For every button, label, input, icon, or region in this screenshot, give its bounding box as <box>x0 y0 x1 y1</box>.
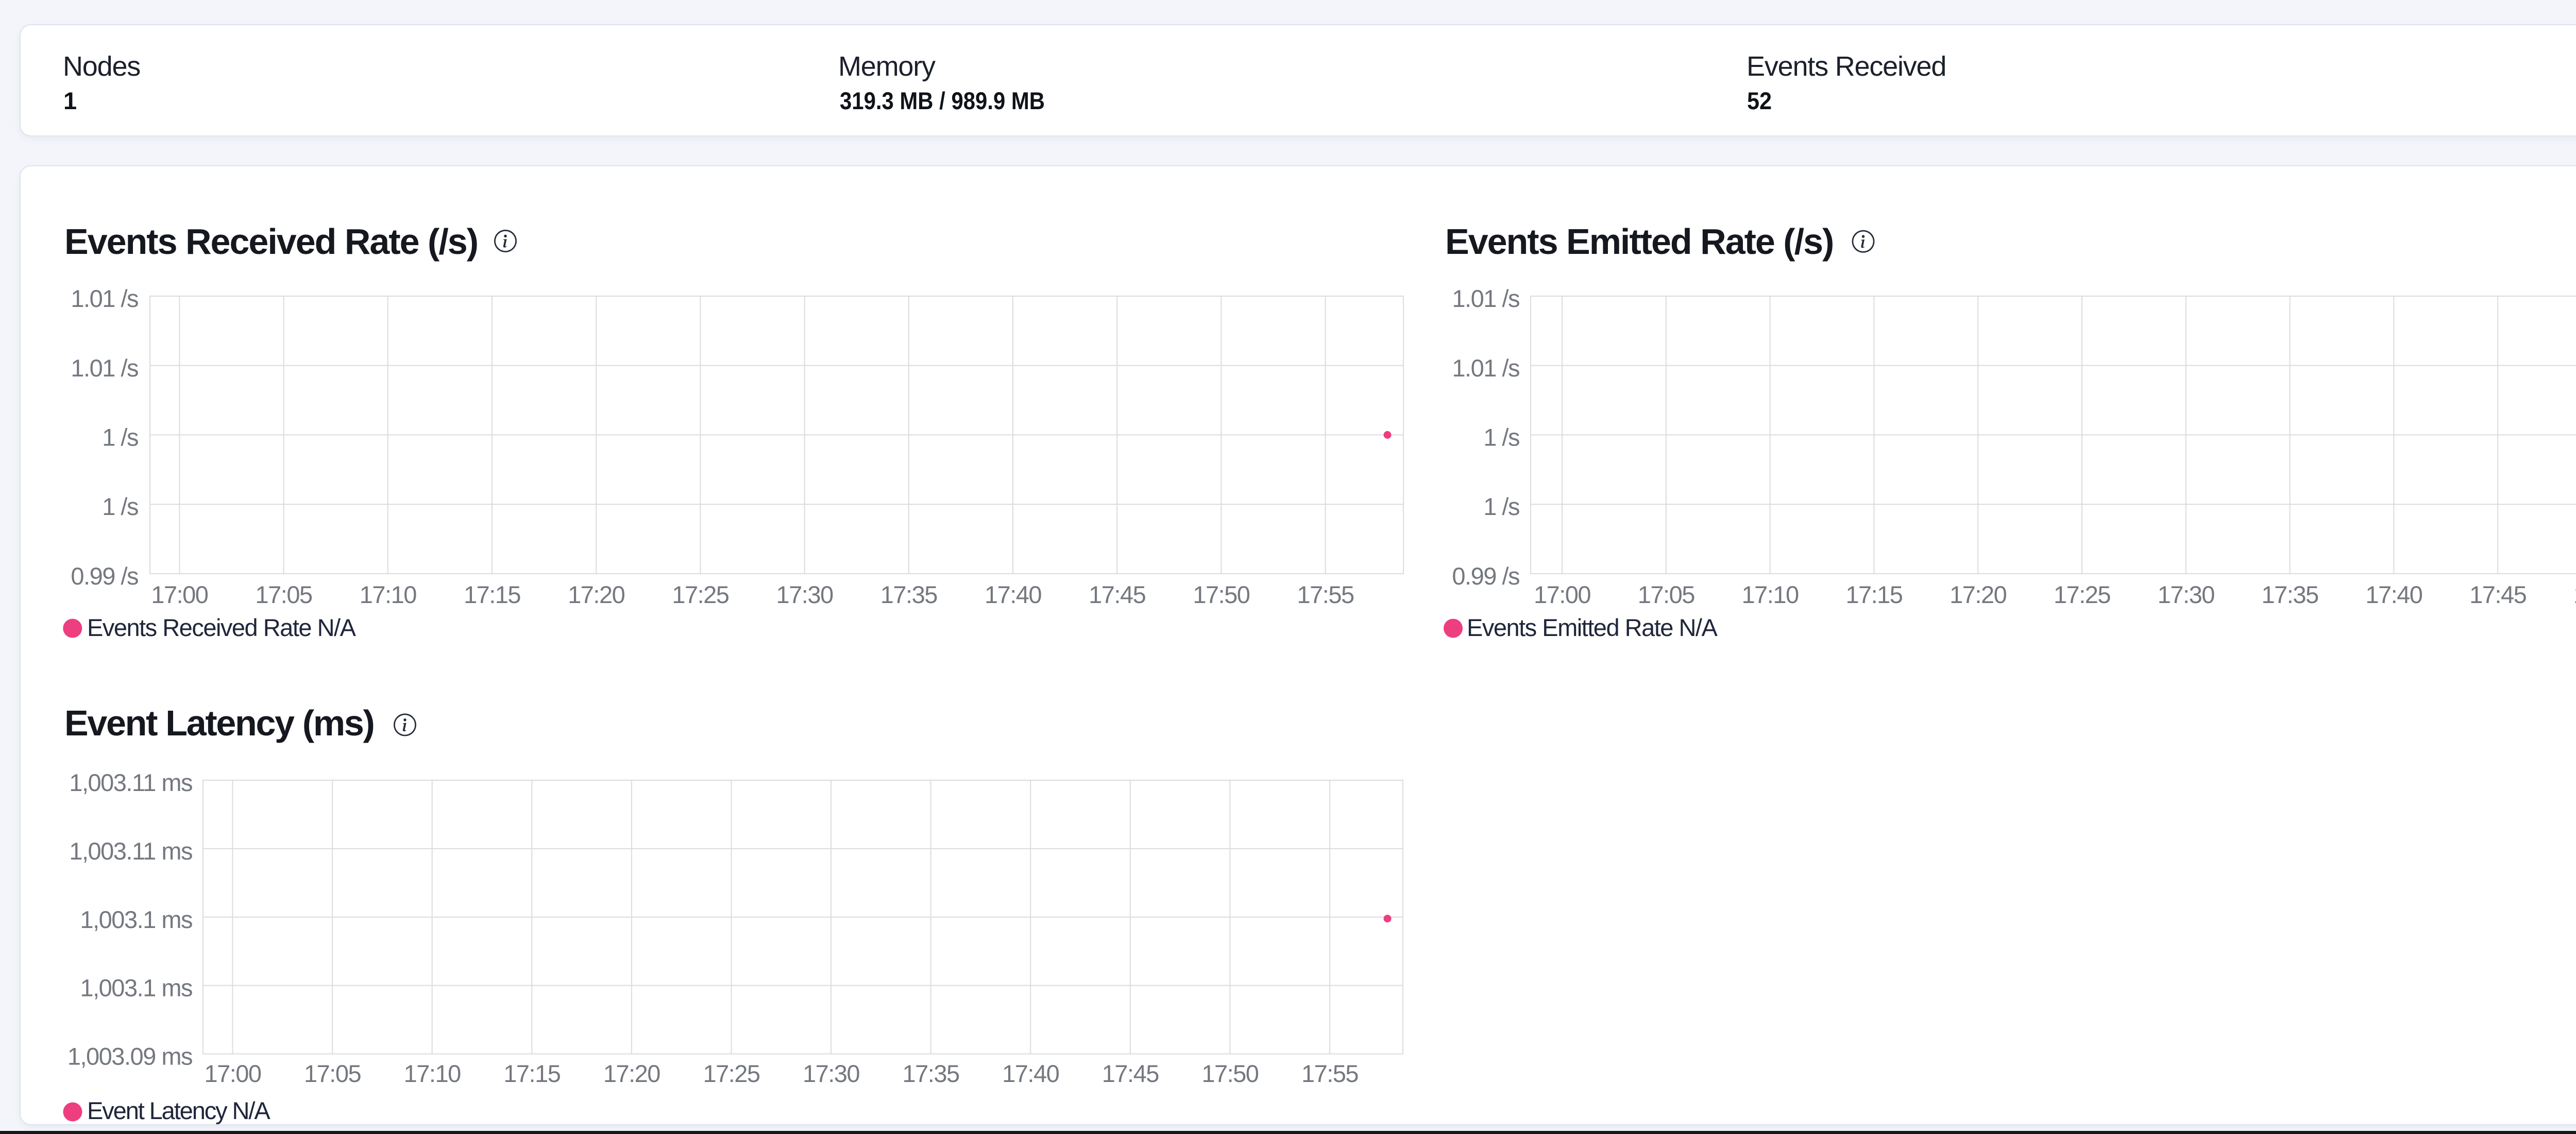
svg-text:17:50: 17:50 <box>1201 1060 1258 1087</box>
svg-text:17:35: 17:35 <box>903 1060 959 1087</box>
svg-text:17:05: 17:05 <box>1638 581 1694 608</box>
svg-text:17:50: 17:50 <box>1193 581 1249 608</box>
svg-text:1,003.1 ms: 1,003.1 ms <box>80 974 192 1002</box>
svg-text:17:15: 17:15 <box>503 1060 560 1087</box>
svg-text:1,003.1 ms: 1,003.1 ms <box>80 906 192 933</box>
svg-text:17:15: 17:15 <box>464 581 520 608</box>
svg-text:17:00: 17:00 <box>151 581 208 608</box>
svg-text:1,003.09 ms: 1,003.09 ms <box>67 1043 192 1070</box>
svg-text:17:35: 17:35 <box>2262 581 2318 608</box>
svg-text:1,003.11 ms: 1,003.11 ms <box>69 837 192 865</box>
svg-text:1.01 /s: 1.01 /s <box>71 354 138 382</box>
svg-text:17:35: 17:35 <box>880 581 937 608</box>
svg-text:17:45: 17:45 <box>1089 581 1145 608</box>
svg-text:319.3 MB / 989.9 MB: 319.3 MB / 989.9 MB <box>840 87 1045 114</box>
svg-text:1.01 /s: 1.01 /s <box>71 285 138 312</box>
svg-text:17:20: 17:20 <box>568 581 624 608</box>
svg-text:17:10: 17:10 <box>360 581 416 608</box>
svg-text:17:55: 17:55 <box>1301 1060 1358 1087</box>
svg-text:Events Emitted Rate N/A: Events Emitted Rate N/A <box>1467 614 1718 641</box>
svg-text:52: 52 <box>1747 87 1772 114</box>
svg-text:17:20: 17:20 <box>603 1060 660 1087</box>
svg-text:17:25: 17:25 <box>2054 581 2110 608</box>
svg-text:Event Latency N/A: Event Latency N/A <box>87 1097 270 1124</box>
svg-text:17:10: 17:10 <box>1742 581 1799 608</box>
svg-text:17:15: 17:15 <box>1845 581 1902 608</box>
svg-text:1,003.11 ms: 1,003.11 ms <box>69 769 192 796</box>
svg-text:17:25: 17:25 <box>672 581 728 608</box>
svg-text:17:05: 17:05 <box>256 581 312 608</box>
svg-text:1 /s: 1 /s <box>102 493 138 520</box>
svg-text:17:10: 17:10 <box>404 1060 461 1087</box>
svg-text:17:40: 17:40 <box>2365 581 2422 608</box>
svg-text:17:00: 17:00 <box>204 1060 261 1087</box>
svg-text:0.99 /s: 0.99 /s <box>1452 562 1519 590</box>
svg-text:17:45: 17:45 <box>1102 1060 1159 1087</box>
svg-text:1.01 /s: 1.01 /s <box>1452 354 1519 382</box>
svg-text:17:45: 17:45 <box>2469 581 2526 608</box>
svg-text:1.01 /s: 1.01 /s <box>1452 285 1519 312</box>
svg-text:17:30: 17:30 <box>803 1060 859 1087</box>
svg-text:17:20: 17:20 <box>1950 581 2006 608</box>
svg-text:17:40: 17:40 <box>1002 1060 1059 1087</box>
svg-text:0.99 /s: 0.99 /s <box>71 562 138 590</box>
svg-text:17:05: 17:05 <box>304 1060 361 1087</box>
svg-text:17:30: 17:30 <box>2158 581 2214 608</box>
svg-text:17:50: 17:50 <box>2573 581 2576 608</box>
svg-text:1 /s: 1 /s <box>102 424 138 451</box>
svg-text:1 /s: 1 /s <box>1483 493 1519 520</box>
svg-text:17:25: 17:25 <box>703 1060 759 1087</box>
svg-text:17:30: 17:30 <box>776 581 833 608</box>
svg-text:1: 1 <box>63 87 77 114</box>
svg-text:17:00: 17:00 <box>1534 581 1590 608</box>
svg-text:1 /s: 1 /s <box>1483 424 1519 451</box>
svg-text:Events Received Rate N/A: Events Received Rate N/A <box>87 614 357 641</box>
svg-text:17:55: 17:55 <box>1297 581 1354 608</box>
svg-text:17:40: 17:40 <box>985 581 1041 608</box>
